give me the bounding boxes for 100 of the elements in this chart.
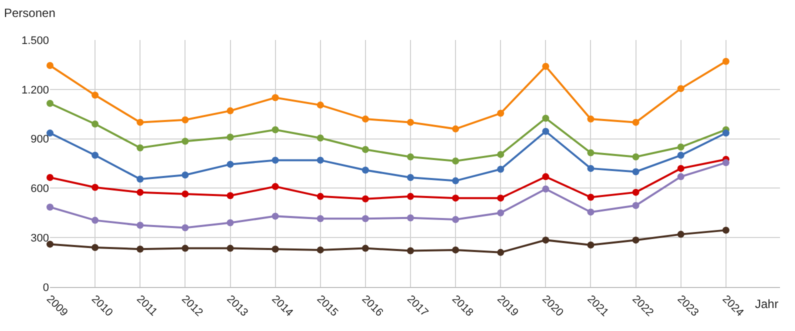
point — [497, 194, 504, 202]
point — [542, 173, 550, 180]
point — [722, 159, 730, 166]
y-tick-label: 300 — [30, 232, 49, 244]
point — [92, 92, 99, 99]
point — [316, 134, 324, 142]
point — [542, 62, 550, 70]
y-tick-label: 0 — [42, 282, 49, 294]
point — [587, 194, 594, 201]
point — [92, 216, 99, 224]
point — [542, 236, 550, 244]
point — [632, 153, 640, 160]
point — [316, 156, 324, 164]
point — [46, 204, 54, 211]
point — [542, 114, 550, 122]
point — [226, 192, 234, 200]
point — [92, 184, 99, 191]
point — [452, 158, 460, 165]
point — [497, 166, 504, 173]
point — [587, 208, 594, 216]
point — [362, 195, 369, 202]
point — [362, 215, 369, 222]
point — [92, 244, 99, 251]
point — [497, 150, 504, 158]
point — [722, 130, 730, 137]
point — [677, 173, 684, 180]
point — [272, 126, 279, 134]
point — [272, 156, 279, 164]
point — [136, 144, 144, 152]
point — [406, 192, 414, 200]
y-tick-label: 1.500 — [21, 34, 49, 47]
point — [362, 244, 369, 252]
point — [497, 248, 504, 256]
point — [362, 146, 369, 153]
point — [587, 164, 594, 172]
point — [677, 144, 684, 151]
point — [46, 174, 54, 181]
point — [46, 130, 54, 137]
point — [182, 138, 189, 145]
point — [452, 125, 460, 132]
point — [226, 219, 234, 226]
point — [722, 58, 730, 65]
point — [272, 212, 279, 220]
point — [677, 85, 684, 92]
point — [316, 246, 324, 254]
point — [136, 176, 144, 183]
point — [587, 149, 594, 156]
y-tick-label: 600 — [30, 183, 49, 196]
point — [92, 120, 99, 128]
point — [226, 134, 234, 141]
point — [136, 188, 144, 196]
point — [497, 110, 504, 117]
point — [542, 128, 550, 135]
point — [316, 215, 324, 222]
point — [182, 224, 189, 232]
point — [92, 152, 99, 159]
point — [632, 236, 640, 244]
point — [182, 172, 189, 179]
point — [182, 244, 189, 252]
point — [406, 174, 414, 181]
point — [452, 246, 460, 254]
point — [677, 152, 684, 159]
point — [632, 188, 640, 196]
point — [722, 226, 730, 234]
point — [226, 244, 234, 252]
point — [406, 247, 414, 254]
point — [587, 242, 594, 249]
point — [46, 62, 54, 70]
point — [632, 202, 640, 209]
point — [452, 216, 460, 223]
point — [587, 116, 594, 123]
point — [677, 230, 684, 238]
point — [272, 246, 279, 253]
point — [452, 177, 460, 184]
point — [46, 240, 54, 248]
point — [316, 192, 324, 200]
point — [406, 214, 414, 222]
point — [182, 190, 189, 198]
point — [316, 102, 324, 109]
x-axis-title: Jahr — [755, 297, 778, 311]
point — [632, 118, 640, 126]
point — [632, 168, 640, 176]
point — [46, 100, 54, 107]
y-tick-label: 900 — [30, 134, 49, 146]
point — [136, 222, 144, 229]
point — [497, 209, 504, 216]
y-tick-label: 1.200 — [21, 84, 49, 96]
point — [542, 186, 550, 193]
point — [136, 118, 144, 126]
point — [272, 94, 279, 102]
point — [406, 153, 414, 160]
point — [406, 118, 414, 126]
point — [452, 194, 460, 202]
point — [226, 107, 234, 114]
point — [136, 246, 144, 253]
point — [362, 116, 369, 123]
point — [362, 166, 369, 174]
y-axis-title: Personen — [4, 6, 56, 20]
point — [226, 160, 234, 168]
point — [677, 164, 684, 172]
